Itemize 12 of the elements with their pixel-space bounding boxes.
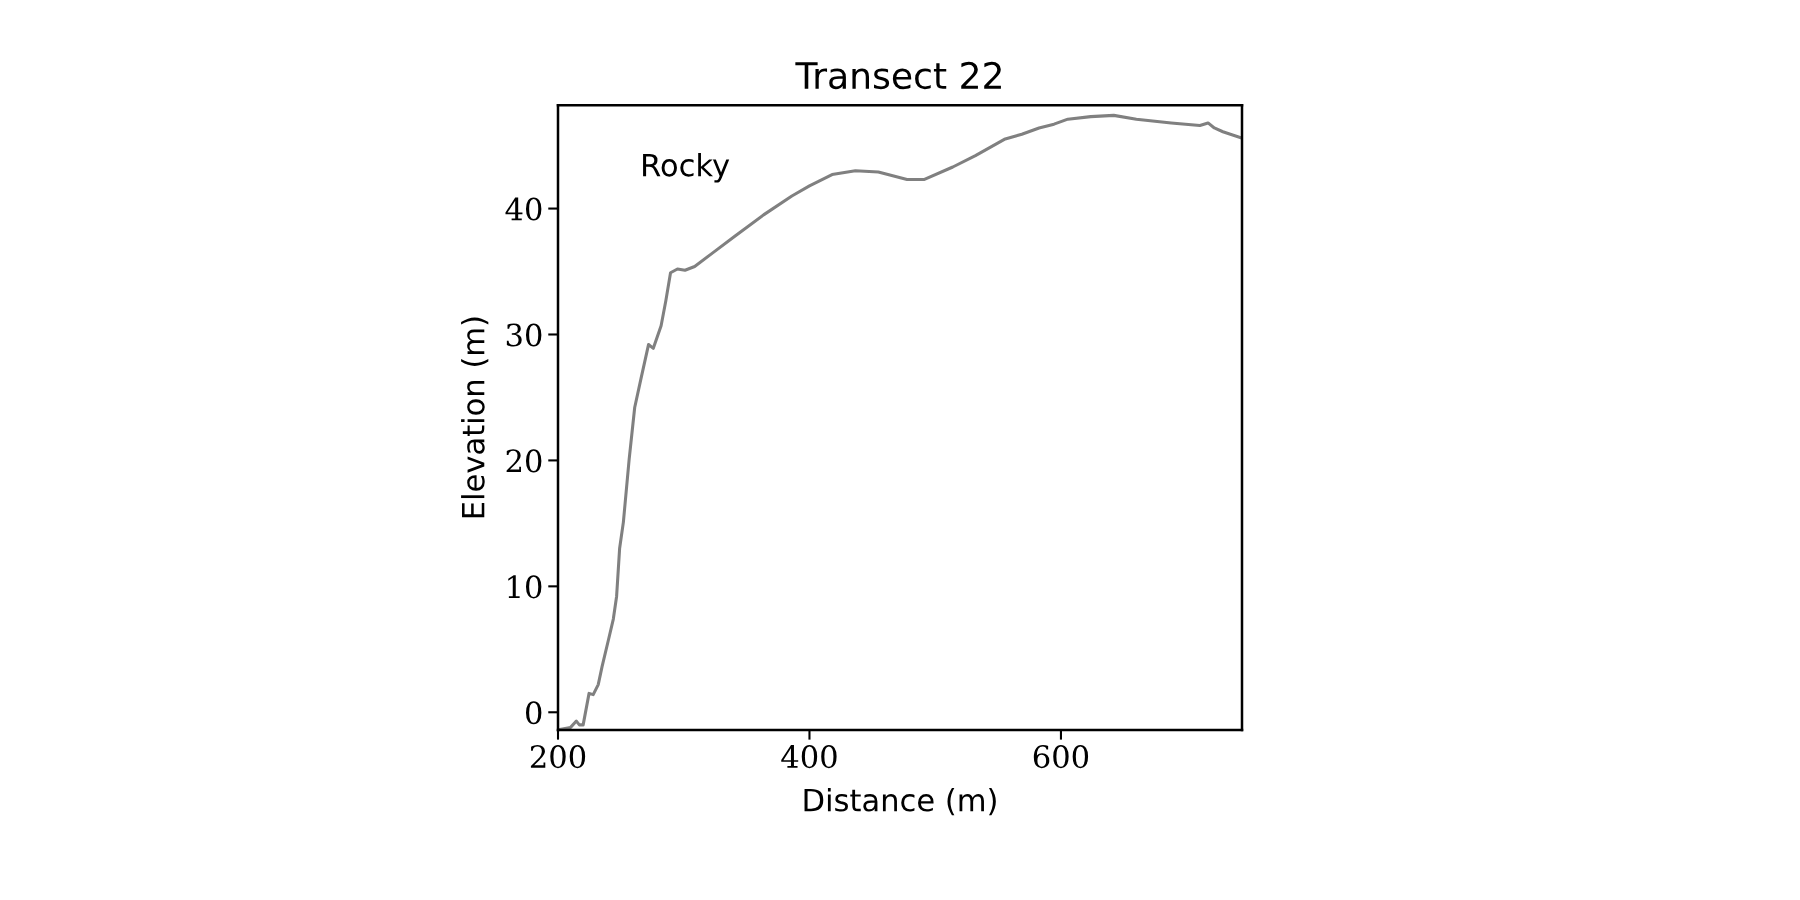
y-tick-label: 10	[508, 575, 542, 599]
x-tick-label: 200	[530, 745, 586, 769]
y-tick-label: 20	[506, 449, 542, 473]
y-tick-label: 30	[506, 323, 542, 347]
y-axis-title: Elevation (m)	[461, 317, 489, 518]
x-axis-title: Distance (m)	[804, 787, 996, 816]
y-tick-label: 40	[505, 197, 542, 221]
x-tick-label: 600	[1033, 745, 1089, 769]
annotation: Rocky	[643, 152, 730, 183]
x-tick-label: 400	[781, 745, 837, 769]
chart-title: Transect 22	[795, 61, 1001, 90]
y-tick-label: 0	[525, 701, 542, 725]
